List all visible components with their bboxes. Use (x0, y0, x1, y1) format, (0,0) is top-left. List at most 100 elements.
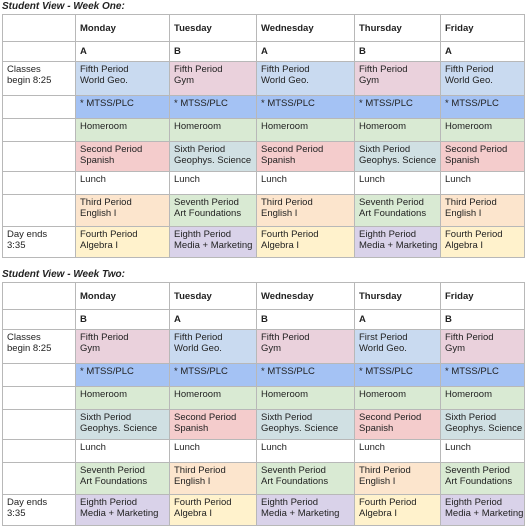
class-period: Seventh Period (445, 465, 510, 476)
class-period: Sixth Period (359, 144, 411, 155)
week-title: Student View - Week One: (2, 1, 125, 12)
class-subject: Media + Marketing (261, 508, 340, 519)
class-subject: Geophys. Science (445, 423, 523, 434)
class-subject: Gym (174, 75, 195, 86)
class-subject: World Geo. (445, 75, 493, 86)
class-subject: Spanish (359, 423, 394, 434)
class-cell: Fourth Period Algebra I (440, 226, 525, 258)
class-subject: Geophys. Science (174, 155, 252, 166)
class-subject: Algebra I (359, 508, 398, 519)
corner-cell (2, 41, 76, 62)
day-header: Tuesday (169, 14, 257, 42)
time-label (2, 462, 76, 495)
period-row: Second Period Spanish Sixth Period Geophys.… (2, 141, 525, 172)
day-type: B (75, 309, 170, 330)
class-cell: Fifth Period World Geo. (75, 61, 170, 96)
class-period: Third Period (445, 197, 497, 208)
day-header: Monday (75, 14, 170, 42)
day-header-row: Monday Tuesday Wednesday Thursday Friday (2, 282, 525, 310)
class-period: Fifth Period (261, 332, 310, 343)
class-subject: English I (174, 476, 211, 487)
day-header: Monday (75, 282, 170, 310)
time-label-line: Classes (7, 64, 41, 75)
class-period: Sixth Period (261, 412, 313, 423)
class-period: * MTSS/PLC (80, 98, 134, 109)
class-cell: Homeroom (169, 386, 257, 410)
time-label (2, 409, 76, 440)
class-period: Homeroom (359, 389, 406, 400)
class-cell: Homeroom (354, 386, 441, 410)
class-cell: * MTSS/PLC (256, 95, 355, 119)
class-period: Lunch (80, 174, 106, 185)
class-cell: * MTSS/PLC (354, 95, 441, 119)
class-cell: * MTSS/PLC (75, 363, 170, 387)
week-title: Student View - Week Two: (2, 269, 125, 280)
class-cell: Fifth Period Gym (256, 329, 355, 364)
corner-cell (2, 14, 76, 42)
class-period: * MTSS/PLC (80, 366, 134, 377)
class-period: * MTSS/PLC (261, 98, 315, 109)
class-cell: * MTSS/PLC (75, 95, 170, 119)
time-label-line: Day ends (7, 497, 48, 508)
class-subject: World Geo. (80, 75, 128, 86)
period-row: Day ends 3:35 Fourth Period Algebra I Eighth… (2, 226, 525, 258)
class-period: Homeroom (359, 121, 406, 132)
class-subject: Algebra I (261, 240, 300, 251)
class-period: Fifth Period (174, 332, 223, 343)
class-cell: Seventh Period Art Foundations (354, 194, 441, 227)
class-cell: Seventh Period Art Foundations (75, 462, 170, 495)
class-cell: Fifth Period Gym (75, 329, 170, 364)
class-cell: Lunch (75, 439, 170, 463)
class-cell: Eighth Period Media + Marketing (75, 494, 170, 526)
class-period: Homeroom (174, 121, 221, 132)
schedule-table: Monday Tuesday Wednesday Thursday Friday A B A B… (2, 14, 525, 258)
period-row: Homeroom Homeroom Homeroom Homeroom Homeroom (2, 118, 525, 142)
time-label: Classes begin 8:25 (2, 329, 76, 364)
class-subject: English I (445, 208, 482, 219)
day-type: A (440, 41, 525, 62)
class-cell: Second Period Spanish (169, 409, 257, 440)
class-period: Third Period (174, 465, 226, 476)
class-period: Fifth Period (80, 64, 129, 75)
class-cell: Sixth Period Geophys. Science (75, 409, 170, 440)
day-type: A (169, 309, 257, 330)
class-cell: Fourth Period Algebra I (169, 494, 257, 526)
period-row: Sixth Period Geophys. Science Second Perio… (2, 409, 525, 440)
class-cell: Lunch (256, 171, 355, 195)
class-subject: Art Foundations (445, 476, 513, 487)
period-row: * MTSS/PLC * MTSS/PLC * MTSS/PLC * MTSS/PLC… (2, 363, 525, 387)
class-period: Eighth Period (174, 229, 232, 240)
class-period: * MTSS/PLC (359, 98, 413, 109)
time-label (2, 171, 76, 195)
class-cell: Third Period English I (169, 462, 257, 495)
day-type: A (354, 309, 441, 330)
class-cell: * MTSS/PLC (440, 363, 525, 387)
class-cell: Lunch (440, 171, 525, 195)
period-row: Lunch Lunch Lunch Lunch Lunch (2, 171, 525, 195)
class-period: Homeroom (80, 121, 127, 132)
class-subject: Spanish (80, 155, 115, 166)
class-cell: Fourth Period Algebra I (256, 226, 355, 258)
class-subject: English I (261, 208, 298, 219)
class-subject: Geophys. Science (359, 155, 437, 166)
class-cell: * MTSS/PLC (256, 363, 355, 387)
class-period: First Period (359, 332, 408, 343)
class-cell: Second Period Spanish (256, 141, 355, 172)
period-row: Classes begin 8:25 Fifth Period World Geo. F… (2, 61, 525, 96)
day-type: A (75, 41, 170, 62)
class-period: Third Period (261, 197, 313, 208)
day-type: B (354, 41, 441, 62)
period-row: * MTSS/PLC * MTSS/PLC * MTSS/PLC * MTSS/PLC… (2, 95, 525, 119)
time-label (2, 363, 76, 387)
schedule-table: Monday Tuesday Wednesday Thursday Friday B A B A… (2, 282, 525, 526)
day-header: Wednesday (256, 14, 355, 42)
class-cell: Homeroom (440, 386, 525, 410)
time-label (2, 141, 76, 172)
time-label (2, 439, 76, 463)
class-period: Fifth Period (445, 64, 494, 75)
day-type: B (256, 309, 355, 330)
class-period: Homeroom (174, 389, 221, 400)
class-subject: World Geo. (359, 343, 407, 354)
class-cell: Homeroom (440, 118, 525, 142)
